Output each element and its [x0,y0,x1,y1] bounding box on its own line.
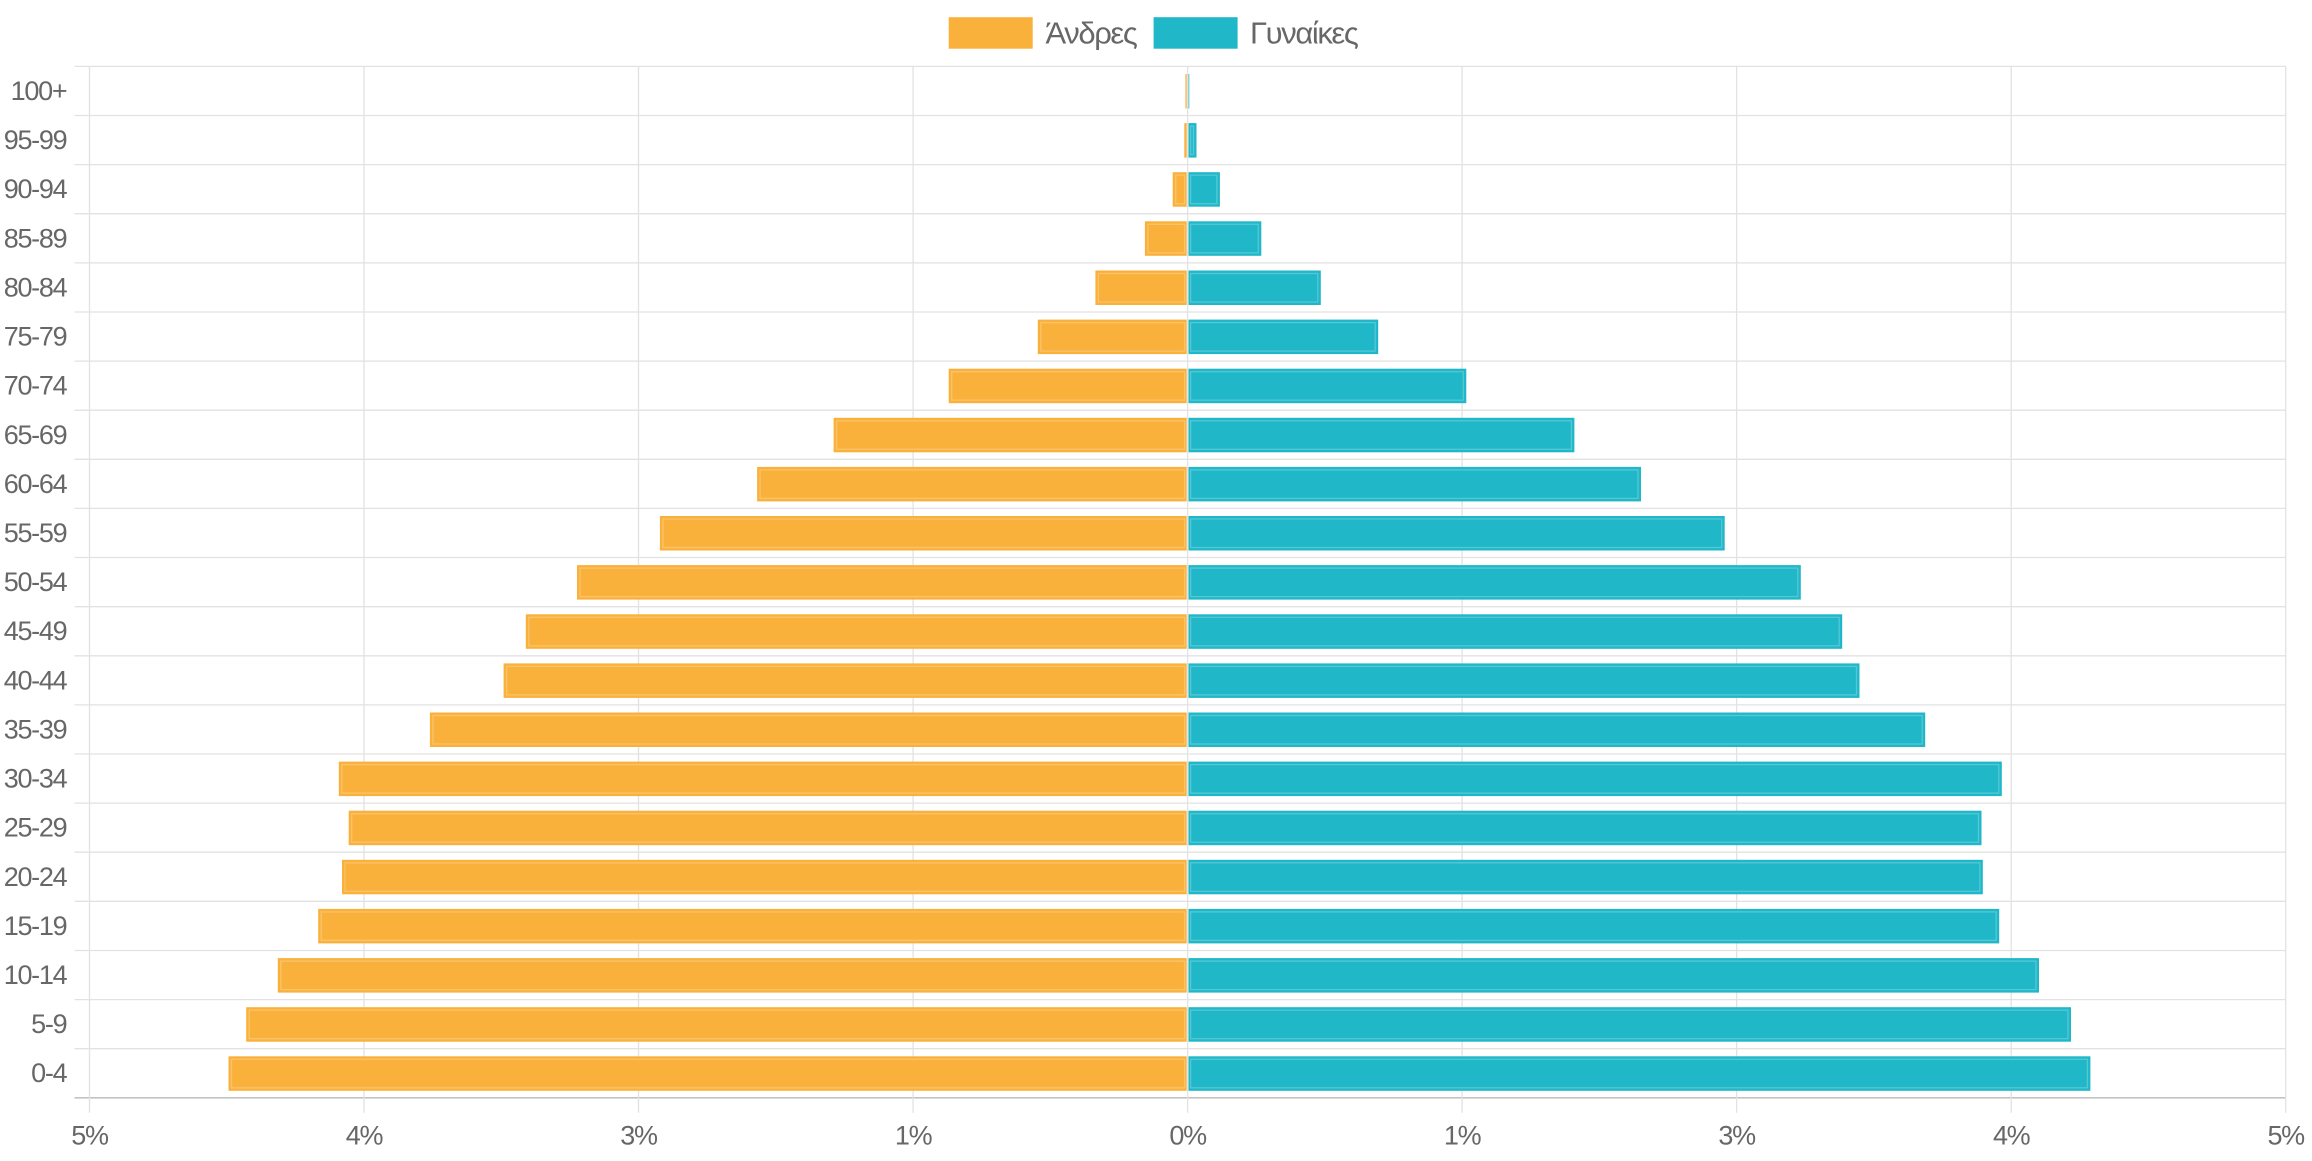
svg-text:3%: 3% [1718,1121,1756,1151]
svg-text:5%: 5% [71,1121,109,1151]
svg-text:4%: 4% [346,1121,384,1151]
svg-text:Γυναίκες: Γυναίκες [1250,16,1358,51]
svg-text:25-29: 25-29 [4,813,67,843]
svg-text:1%: 1% [1444,1121,1482,1151]
svg-text:35-39: 35-39 [4,714,67,744]
svg-text:15-19: 15-19 [4,911,67,941]
svg-text:4%: 4% [1993,1121,2031,1151]
svg-text:5%: 5% [2267,1121,2305,1151]
svg-text:0-4: 0-4 [31,1058,67,1088]
svg-text:Άνδρες: Άνδρες [1046,16,1137,51]
svg-text:70-74: 70-74 [4,371,68,401]
svg-text:100+: 100+ [11,76,67,106]
svg-text:75-79: 75-79 [4,322,67,352]
svg-text:55-59: 55-59 [4,518,67,548]
svg-text:3%: 3% [620,1121,658,1151]
svg-text:5-9: 5-9 [31,1009,66,1039]
svg-text:40-44: 40-44 [4,665,68,695]
svg-text:95-99: 95-99 [4,125,67,155]
svg-text:0%: 0% [1169,1121,1207,1151]
svg-text:80-84: 80-84 [4,272,68,302]
svg-text:60-64: 60-64 [4,469,68,499]
svg-text:90-94: 90-94 [4,174,68,204]
svg-text:65-69: 65-69 [4,420,67,450]
svg-text:45-49: 45-49 [4,616,67,646]
svg-text:20-24: 20-24 [4,862,68,892]
svg-text:1%: 1% [895,1121,933,1151]
svg-text:85-89: 85-89 [4,223,67,253]
svg-text:10-14: 10-14 [4,960,68,990]
svg-text:30-34: 30-34 [4,764,68,794]
svg-text:50-54: 50-54 [4,567,68,597]
